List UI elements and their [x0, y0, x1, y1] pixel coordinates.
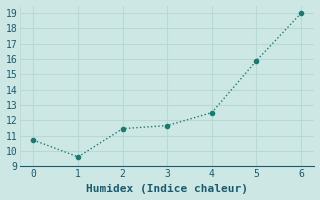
X-axis label: Humidex (Indice chaleur): Humidex (Indice chaleur)	[86, 184, 248, 194]
